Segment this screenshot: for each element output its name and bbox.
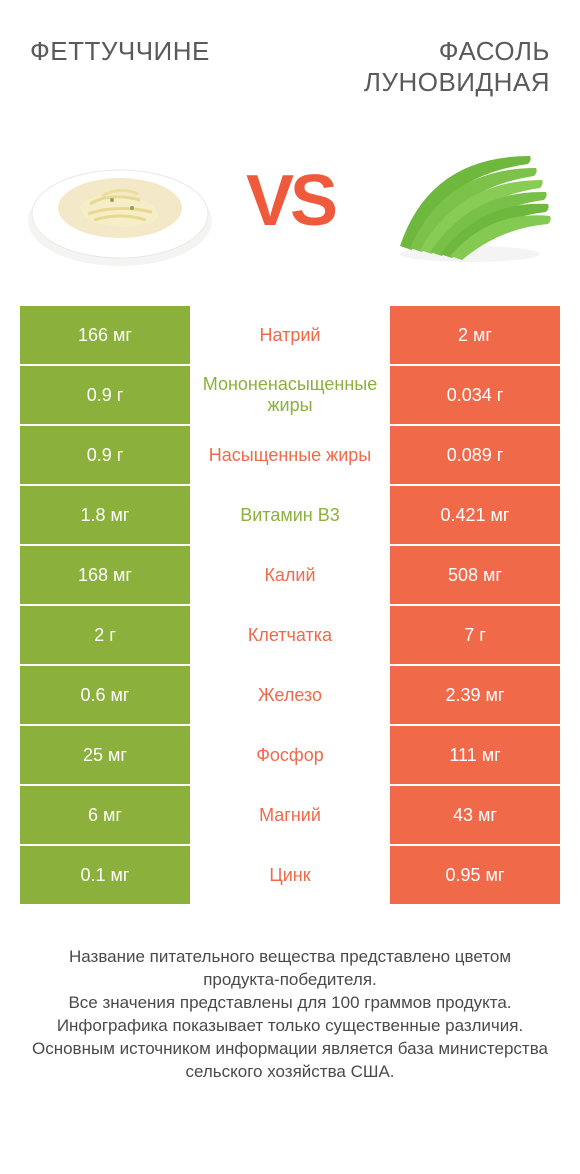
left-value: 0.6 мг bbox=[20, 666, 190, 724]
nutrient-label: Натрий bbox=[190, 306, 390, 364]
nutrient-label: Железо bbox=[190, 666, 390, 724]
right-value: 2 мг bbox=[390, 306, 560, 364]
nutrient-label: Калий bbox=[190, 546, 390, 604]
right-value: 508 мг bbox=[390, 546, 560, 604]
table-row: 0.9 гНасыщенные жиры0.089 г bbox=[20, 426, 560, 486]
header: Феттуччине Фасоль луновидная bbox=[0, 0, 580, 108]
images-row: VS bbox=[0, 108, 580, 306]
right-value: 111 мг bbox=[390, 726, 560, 784]
right-value: 0.421 мг bbox=[390, 486, 560, 544]
nutrient-label: Мононенасыщенные жиры bbox=[190, 366, 390, 424]
right-value: 43 мг bbox=[390, 786, 560, 844]
table-row: 0.9 гМононенасыщенные жиры0.034 г bbox=[20, 366, 560, 426]
right-value: 7 г bbox=[390, 606, 560, 664]
title-left: Феттуччине bbox=[30, 36, 210, 67]
right-value: 0.95 мг bbox=[390, 846, 560, 904]
nutrient-label: Клетчатка bbox=[190, 606, 390, 664]
table-row: 25 мгФосфор111 мг bbox=[20, 726, 560, 786]
left-value: 0.9 г bbox=[20, 426, 190, 484]
table-row: 2 гКлетчатка7 г bbox=[20, 606, 560, 666]
left-value: 168 мг bbox=[20, 546, 190, 604]
food-image-right bbox=[360, 126, 560, 276]
table-row: 168 мгКалий508 мг bbox=[20, 546, 560, 606]
vs-label: VS bbox=[246, 160, 334, 242]
table-row: 1.8 мгВитамин B30.421 мг bbox=[20, 486, 560, 546]
table-row: 0.1 мгЦинк0.95 мг bbox=[20, 846, 560, 906]
food-image-left bbox=[20, 126, 220, 276]
left-value: 2 г bbox=[20, 606, 190, 664]
nutrient-label: Насыщенные жиры bbox=[190, 426, 390, 484]
nutrient-label: Витамин B3 bbox=[190, 486, 390, 544]
table-row: 0.6 мгЖелезо2.39 мг bbox=[20, 666, 560, 726]
left-value: 0.9 г bbox=[20, 366, 190, 424]
left-value: 0.1 мг bbox=[20, 846, 190, 904]
comparison-table: 166 мгНатрий2 мг0.9 гМононенасыщенные жи… bbox=[20, 306, 560, 906]
left-value: 25 мг bbox=[20, 726, 190, 784]
nutrient-label: Фосфор bbox=[190, 726, 390, 784]
nutrient-label: Цинк bbox=[190, 846, 390, 904]
left-value: 166 мг bbox=[20, 306, 190, 364]
left-value: 1.8 мг bbox=[20, 486, 190, 544]
title-right: Фасоль луновидная bbox=[300, 36, 550, 98]
table-row: 6 мгМагний43 мг bbox=[20, 786, 560, 846]
nutrient-label: Магний bbox=[190, 786, 390, 844]
right-value: 0.089 г bbox=[390, 426, 560, 484]
left-value: 6 мг bbox=[20, 786, 190, 844]
right-value: 2.39 мг bbox=[390, 666, 560, 724]
footnote: Название питательного вещества представл… bbox=[0, 906, 580, 1084]
right-value: 0.034 г bbox=[390, 366, 560, 424]
table-row: 166 мгНатрий2 мг bbox=[20, 306, 560, 366]
